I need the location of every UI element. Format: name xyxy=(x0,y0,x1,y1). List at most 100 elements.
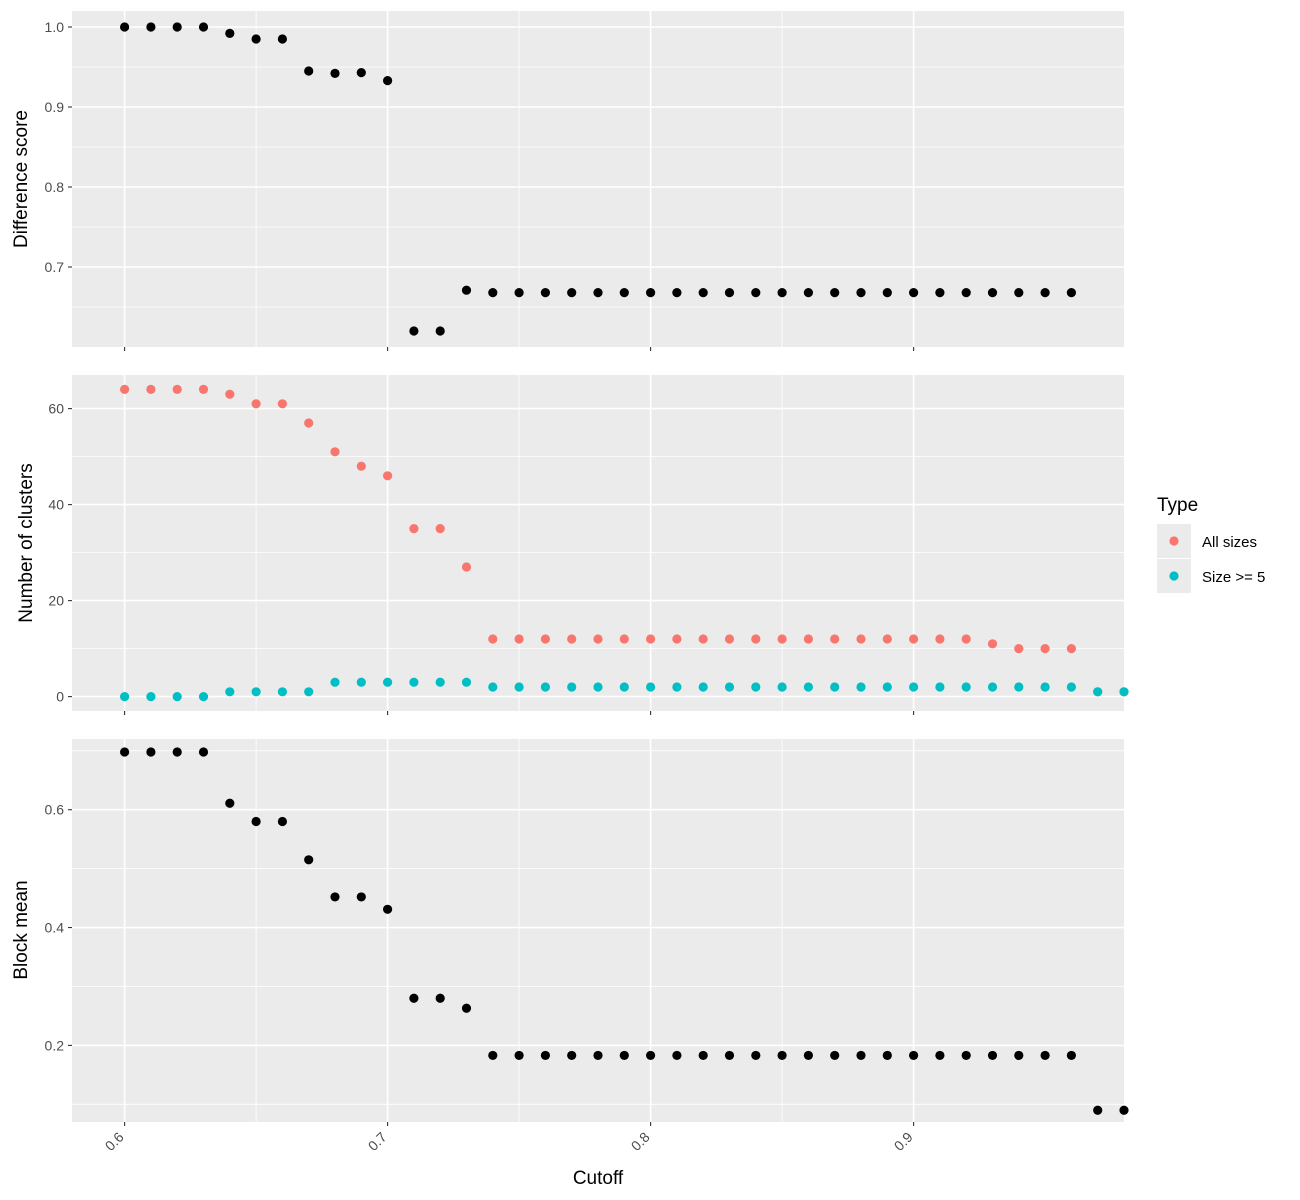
data-point xyxy=(1066,682,1076,692)
data-point xyxy=(698,682,708,692)
data-point xyxy=(672,1050,682,1061)
panel-3: 0.2 0.4 0.6 Block mean xyxy=(11,739,1129,1126)
panels: 0.7 0.8 0.9 1.0 Difference score 0 20 40 60 Numbe… xyxy=(11,11,1129,1126)
data-point xyxy=(172,22,182,32)
data-point xyxy=(172,384,182,394)
data-point xyxy=(698,634,708,644)
data-point xyxy=(251,34,261,44)
y-tick-label: 0.6 xyxy=(45,802,65,818)
data-point xyxy=(646,682,656,692)
data-point xyxy=(1066,1050,1076,1061)
panel-background xyxy=(72,739,1124,1122)
data-point xyxy=(987,639,998,649)
data-point xyxy=(540,288,551,298)
data-point xyxy=(935,1050,945,1061)
data-point xyxy=(724,1050,735,1061)
data-point xyxy=(1093,687,1103,697)
data-point xyxy=(251,687,261,697)
data-point xyxy=(1040,644,1050,654)
data-point xyxy=(1040,1050,1050,1061)
data-point xyxy=(172,692,182,702)
data-point xyxy=(330,677,340,687)
y-tick-label: 0.8 xyxy=(45,179,65,195)
data-point xyxy=(409,524,419,534)
legend-dot-all-sizes xyxy=(1169,536,1179,546)
data-point xyxy=(619,634,629,644)
data-point xyxy=(461,677,472,687)
data-point xyxy=(330,447,340,457)
data-point xyxy=(330,68,340,78)
data-point xyxy=(383,471,393,481)
data-point xyxy=(146,22,156,32)
data-point xyxy=(435,326,445,336)
data-point xyxy=(1093,1105,1103,1115)
data-point xyxy=(987,288,998,298)
data-point xyxy=(198,384,209,394)
data-point xyxy=(646,634,656,644)
y-tick-label: 0.9 xyxy=(45,99,65,115)
data-point xyxy=(803,1050,814,1061)
data-point xyxy=(619,1050,629,1061)
data-point xyxy=(698,1050,708,1061)
data-point xyxy=(461,1003,472,1013)
data-point xyxy=(987,1050,998,1061)
data-point xyxy=(909,634,919,644)
data-point xyxy=(961,682,971,692)
data-point xyxy=(909,1050,919,1061)
data-point xyxy=(225,389,235,399)
data-point xyxy=(935,288,945,298)
legend-title: Type xyxy=(1157,495,1198,516)
data-point xyxy=(277,816,287,827)
legend-dot-size-ge-5 xyxy=(1169,571,1179,581)
data-point xyxy=(120,384,130,394)
data-point xyxy=(882,634,892,644)
data-point xyxy=(830,682,840,692)
data-point xyxy=(987,682,998,692)
data-point xyxy=(514,682,524,692)
data-point xyxy=(777,634,787,644)
data-point xyxy=(1014,288,1024,298)
data-point xyxy=(830,1050,840,1061)
data-point xyxy=(409,993,419,1003)
data-point xyxy=(672,682,682,692)
data-point xyxy=(672,634,682,644)
data-point xyxy=(751,634,761,644)
data-point xyxy=(409,326,419,336)
data-point xyxy=(435,524,445,534)
series-size-5 xyxy=(120,677,1129,702)
data-point xyxy=(856,682,866,692)
data-point xyxy=(304,855,314,865)
data-point xyxy=(277,687,287,697)
data-point xyxy=(277,34,287,44)
data-point xyxy=(1040,682,1050,692)
data-point xyxy=(356,677,366,687)
y-tick-label: 1.0 xyxy=(45,19,65,35)
data-point xyxy=(751,288,761,298)
data-point xyxy=(619,288,629,298)
series-all-sizes xyxy=(120,384,1129,697)
data-point xyxy=(146,692,156,702)
data-point xyxy=(882,682,892,692)
data-point xyxy=(1014,682,1024,692)
legend: Type All sizes Size >= 5 xyxy=(1157,495,1265,593)
data-point xyxy=(724,288,735,298)
data-point xyxy=(567,682,577,692)
data-point xyxy=(488,1050,498,1061)
data-point xyxy=(724,634,735,644)
data-point xyxy=(383,904,393,914)
x-tick-label: 0.7 xyxy=(365,1129,390,1154)
x-tick-label: 0.6 xyxy=(102,1129,127,1154)
data-point xyxy=(646,1050,656,1061)
data-point xyxy=(698,288,708,298)
data-point xyxy=(672,288,682,298)
data-point xyxy=(646,288,656,298)
data-point xyxy=(935,634,945,644)
panel-background xyxy=(72,375,1124,711)
data-point xyxy=(882,288,892,298)
data-point xyxy=(830,288,840,298)
data-point xyxy=(120,692,130,702)
data-point xyxy=(961,288,971,298)
data-point xyxy=(488,288,498,298)
y-tick-label: 40 xyxy=(48,497,64,513)
data-point xyxy=(567,634,577,644)
